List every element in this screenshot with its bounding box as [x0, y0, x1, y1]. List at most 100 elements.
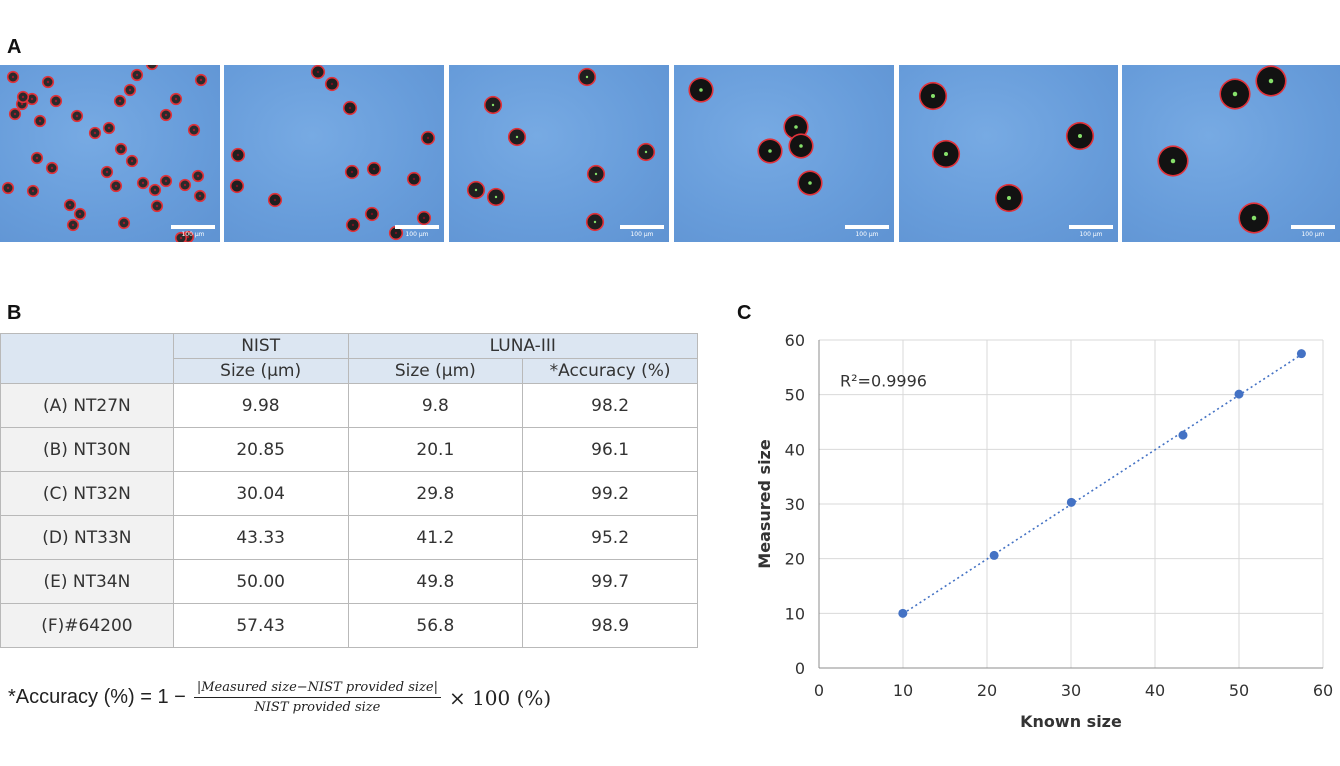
particle — [45, 161, 59, 175]
particle — [8, 107, 22, 121]
row-label: (E) NT34N — [0, 559, 174, 604]
particle — [136, 176, 150, 190]
cell-luna-size: 49.8 — [347, 559, 524, 604]
x-tick-label: 40 — [1145, 681, 1165, 700]
scale-bar-label: 100 µm — [630, 231, 654, 238]
particle-overlay — [229, 65, 436, 241]
x-tick-label: 60 — [1313, 681, 1333, 700]
accuracy-formula: *Accuracy (%) = 1 − |Measured size−NIST … — [8, 680, 551, 715]
particle — [585, 212, 605, 232]
y-tick-label: 20 — [785, 550, 805, 569]
particle — [1255, 65, 1287, 97]
table-row: (A) NT27N 9.98 9.8 98.2 — [0, 383, 698, 428]
particle — [342, 100, 358, 116]
data-point — [1234, 389, 1244, 399]
y-tick-label: 40 — [785, 440, 805, 459]
micrograph-2: 100 µm — [224, 65, 444, 242]
particle — [102, 121, 116, 135]
cell-nist-size: 30.04 — [172, 471, 349, 516]
particle-overlay — [1, 65, 208, 242]
particle — [63, 198, 77, 212]
particle — [757, 138, 783, 164]
scatter-chart: 0 10 20 30 40 50 60 0 10 20 30 40 50 60 R²=0.9996 Kno… — [755, 331, 1333, 731]
particle — [918, 81, 948, 111]
cell-luna-size: 20.1 — [347, 427, 524, 472]
row-label: (F)#64200 — [0, 603, 174, 648]
scale-bar: 100 µm — [1291, 225, 1335, 238]
trend-line — [902, 353, 1302, 615]
particle — [16, 90, 30, 104]
particle — [148, 183, 162, 197]
particle — [174, 231, 188, 242]
table-row: (E) NT34N 50.00 49.8 99.7 — [0, 559, 698, 604]
particle — [267, 192, 283, 208]
scale-bar-label: 100 µm — [405, 231, 429, 238]
scale-bar: 100 µm — [171, 225, 215, 238]
particle — [483, 95, 503, 115]
header-luna-size: Size (μm) — [347, 358, 524, 384]
particle — [113, 94, 127, 108]
header-nist: NIST — [172, 333, 349, 359]
table-row: (B) NT30N 20.85 20.1 96.1 — [0, 427, 698, 472]
particle — [26, 184, 40, 198]
x-tick-label: 0 — [814, 681, 824, 700]
particle — [416, 210, 432, 226]
particle — [1, 181, 15, 195]
particle — [420, 130, 436, 146]
particle — [159, 108, 173, 122]
table-group-header-row: NIST LUNA-III — [0, 333, 698, 384]
x-tick-label: 50 — [1229, 681, 1249, 700]
scale-bar-label: 100 µm — [1079, 231, 1103, 238]
table-column-header-row: Size (μm) Size (μm) *Accuracy (%) — [1, 358, 698, 384]
micrograph-3: 100 µm — [449, 65, 669, 242]
particle — [994, 183, 1024, 213]
micrograph-4: 100 µm — [674, 65, 894, 242]
y-tick-label: 50 — [785, 386, 805, 405]
particle — [364, 206, 380, 222]
table-row: (D) NT33N 43.33 41.2 95.2 — [0, 515, 698, 560]
particle — [1157, 145, 1189, 177]
x-axis-label: Known size — [1020, 712, 1122, 731]
data-point — [989, 550, 999, 560]
particle — [324, 76, 340, 92]
cell-nist-size: 43.33 — [172, 515, 349, 560]
particle — [586, 164, 606, 184]
particle — [88, 126, 102, 140]
particle — [466, 180, 486, 200]
formula-tail: × 100 (%) — [448, 685, 552, 710]
header-luna: LUNA-III — [347, 333, 698, 359]
particle — [1219, 78, 1251, 110]
cell-nist-size: 50.00 — [172, 559, 349, 604]
scale-bar: 100 µm — [1069, 225, 1113, 238]
cell-luna-size: 41.2 — [347, 515, 524, 560]
particle — [507, 127, 527, 147]
particle — [1065, 121, 1095, 151]
particle — [6, 70, 20, 84]
particle-overlay — [918, 81, 1095, 213]
x-tick-label: 10 — [893, 681, 913, 700]
particle — [797, 170, 823, 196]
particle — [388, 225, 404, 241]
particle — [1238, 202, 1270, 234]
row-label: (A) NT27N — [0, 383, 174, 428]
cell-accuracy: 98.9 — [522, 603, 698, 648]
micrograph-6: 100 µm — [1122, 65, 1340, 242]
chart-axes — [818, 340, 1323, 669]
y-axis-label: Measured size — [755, 439, 774, 569]
particle — [70, 109, 84, 123]
y-tick-label: 0 — [795, 659, 805, 678]
size-comparison-table: NIST LUNA-III Size (μm) Size (μm) *Accur… — [0, 333, 698, 648]
cell-nist-size: 9.98 — [172, 383, 349, 428]
particle — [486, 187, 506, 207]
micrograph-1: 100 µm — [0, 65, 220, 242]
data-point — [898, 608, 908, 618]
row-label: (B) NT30N — [0, 427, 174, 472]
cell-nist-size: 20.85 — [172, 427, 349, 472]
particle — [345, 217, 361, 233]
cell-accuracy: 99.7 — [522, 559, 698, 604]
particle — [230, 147, 246, 163]
particle — [130, 68, 144, 82]
header-accuracy: *Accuracy (%) — [522, 358, 698, 384]
table-row: (F)#64200 57.43 56.8 98.9 — [0, 603, 698, 648]
data-point — [1178, 430, 1188, 440]
